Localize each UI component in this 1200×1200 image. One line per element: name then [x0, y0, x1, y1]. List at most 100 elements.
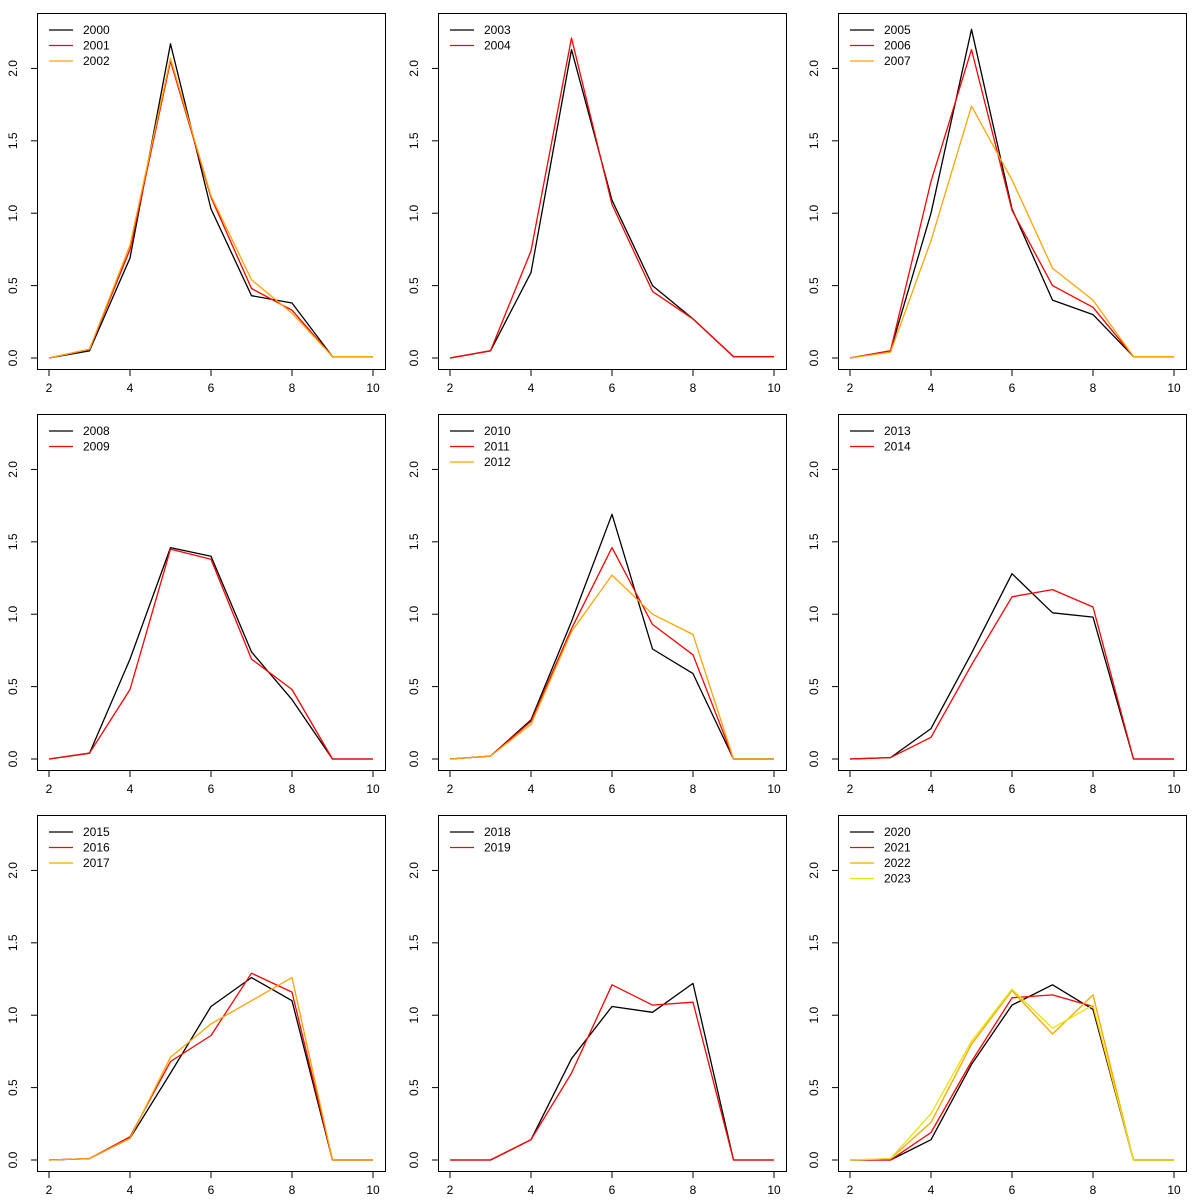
x-tick-label: 8: [1090, 1183, 1097, 1197]
chart-panel-8: 2 4 6 8 10 0.0 0.5 1.0 1.5 2.0 2018 2019: [407, 815, 787, 1197]
y-tick-label: 1.5: [807, 132, 821, 149]
legend-label-2019: 2019: [484, 841, 511, 855]
x-tick-label: 2: [847, 782, 854, 796]
y-tick-label: 1.0: [407, 1007, 421, 1024]
chart-panel-4: 2 4 6 8 10 0.0 0.5 1.0 1.5 2.0 2008 2009: [6, 414, 386, 796]
x-tick-label: 8: [289, 1183, 296, 1197]
x-tick-label: 10: [767, 1183, 781, 1197]
plot-frame: [37, 414, 386, 771]
x-tick-label: 6: [1009, 381, 1016, 395]
y-tick-label: 1.5: [6, 533, 20, 550]
legend-label-2010: 2010: [484, 424, 511, 438]
y-tick-label: 2.0: [407, 862, 421, 879]
x-tick-label: 10: [767, 782, 781, 796]
x-tick-label: 8: [690, 782, 697, 796]
legend-label-2020: 2020: [884, 825, 911, 839]
x-tick-label: 4: [928, 1183, 935, 1197]
x-tick-label: 10: [366, 381, 380, 395]
y-tick-label: 0.5: [807, 1079, 821, 1096]
y-tick-label: 0.0: [6, 750, 20, 767]
x-tick-label: 10: [1167, 1183, 1181, 1197]
series-line-2007: [849, 105, 1174, 359]
series-line-2021: [850, 994, 1174, 1161]
legend-label-2023: 2023: [884, 872, 911, 886]
y-tick-label: 2.0: [6, 60, 20, 77]
legend-label-2014: 2014: [884, 440, 911, 454]
chart-panel-2: 2 4 6 8 10 0.0 0.5 1.0 1.5 2.0 2003 2004: [407, 13, 787, 395]
series-line-2009: [48, 548, 373, 760]
x-tick-label: 6: [1009, 782, 1016, 796]
plot-frame: [838, 414, 1187, 771]
y-tick-label: 1.0: [807, 205, 821, 222]
series-line-2011: [449, 546, 774, 760]
y-tick-label: 1.5: [6, 132, 20, 149]
y-tick-label: 0.0: [407, 1151, 421, 1168]
y-tick-label: 0.5: [6, 678, 20, 695]
y-tick-label: 0.5: [6, 277, 20, 294]
series-line-2008: [48, 546, 373, 760]
legend-label-2016: 2016: [83, 841, 110, 855]
x-tick-label: 4: [928, 381, 935, 395]
y-tick-label: 2.0: [807, 461, 821, 478]
y-tick-label: 2.0: [807, 862, 821, 879]
x-tick-label: 8: [289, 381, 296, 395]
legend-label-2015: 2015: [83, 825, 110, 839]
series-line-2002: [48, 57, 373, 359]
legend-label-2004: 2004: [484, 39, 511, 53]
x-tick-label: 4: [528, 1183, 535, 1197]
legend: 2013 2014: [850, 424, 911, 454]
x-tick-label: 2: [447, 381, 454, 395]
x-tick-label: 6: [1009, 1183, 1016, 1197]
x-tick-label: 4: [127, 1183, 134, 1197]
y-tick-label: 1.5: [807, 934, 821, 951]
y-tick-label: 0.5: [407, 277, 421, 294]
legend-label-2006: 2006: [884, 39, 911, 53]
x-tick-label: 6: [609, 381, 616, 395]
y-tick-label: 0.0: [407, 750, 421, 767]
legend-label-2017: 2017: [83, 856, 110, 870]
x-tick-label: 4: [127, 381, 134, 395]
legend-label-2002: 2002: [83, 54, 110, 68]
legend-label-2005: 2005: [884, 23, 911, 37]
x-tick-label: 10: [366, 1183, 380, 1197]
legend-label-2007: 2007: [884, 54, 911, 68]
x-tick-label: 2: [847, 381, 854, 395]
x-tick-label: 4: [528, 381, 535, 395]
legend-label-2008: 2008: [83, 424, 110, 438]
series-line-2017: [48, 976, 373, 1161]
y-tick-label: 0.5: [807, 678, 821, 695]
series-line-2013: [849, 573, 1174, 760]
legend-label-2021: 2021: [884, 841, 911, 855]
y-tick-label: 0.0: [807, 1151, 821, 1168]
y-tick-label: 0.0: [6, 349, 20, 366]
y-tick-label: 0.5: [407, 1079, 421, 1096]
x-tick-label: 8: [1090, 381, 1097, 395]
legend: 2018 2019: [450, 825, 511, 855]
y-tick-label: 2.0: [6, 862, 20, 879]
x-tick-label: 6: [609, 1183, 616, 1197]
series-line-2015: [48, 976, 373, 1161]
plot-frame: [438, 815, 787, 1172]
legend-label-2001: 2001: [83, 39, 110, 53]
series-line-2022: [849, 989, 1174, 1161]
y-tick-label: 1.5: [407, 533, 421, 550]
x-tick-label: 8: [1090, 782, 1097, 796]
y-tick-label: 1.0: [807, 606, 821, 623]
series-line-2006: [849, 48, 1174, 359]
y-tick-label: 0.0: [807, 750, 821, 767]
legend-label-2013: 2013: [884, 424, 911, 438]
series-line-2005: [849, 28, 1174, 359]
y-tick-label: 0.5: [6, 1079, 20, 1096]
y-tick-label: 1.0: [6, 1007, 20, 1024]
legend-label-2012: 2012: [484, 455, 511, 469]
